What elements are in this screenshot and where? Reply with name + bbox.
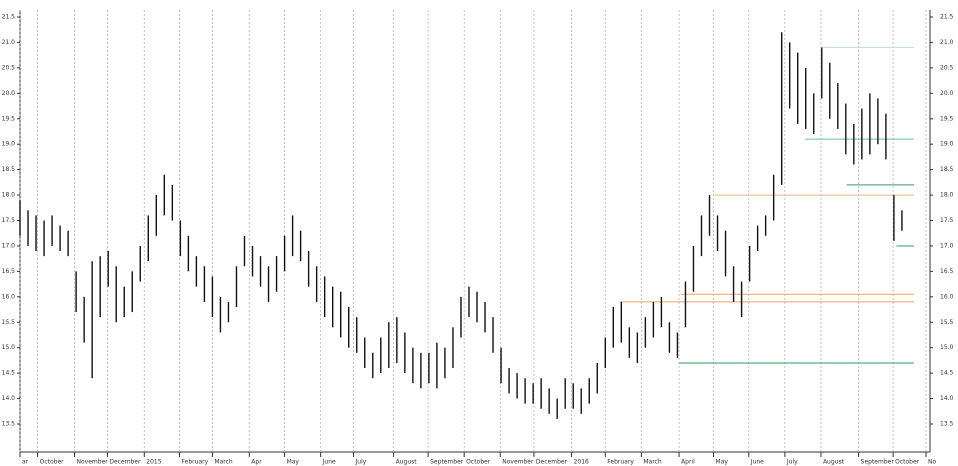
- x-tick-label: September: [430, 459, 464, 466]
- y-tick-label: 17.5: [940, 217, 954, 224]
- x-tick-label: February: [182, 459, 209, 466]
- y-tick-label: 17.5: [2, 217, 16, 224]
- y-tick-label: 21.0: [2, 39, 16, 46]
- y-tick-label: 15.5: [2, 319, 16, 326]
- x-tick-label: October: [895, 459, 920, 466]
- x-tick-label: July: [786, 459, 798, 466]
- y-tick-label: 20.5: [940, 64, 954, 71]
- y-tick-label: 20.5: [2, 64, 16, 71]
- x-tick-label: May: [287, 459, 300, 466]
- y-tick-label: 16.0: [2, 293, 16, 300]
- y-tick-label: 15.5: [940, 319, 954, 326]
- x-tick-label: Apr: [251, 459, 262, 466]
- x-tick-label: December: [536, 459, 568, 466]
- x-tick-label: September: [861, 459, 895, 466]
- y-tick-label: 20.0: [940, 90, 954, 97]
- x-tick-label: March: [214, 459, 232, 466]
- y-tick-label: 18.0: [2, 192, 16, 199]
- x-tick-label: 2015: [146, 459, 161, 466]
- x-tick-label: June: [750, 459, 764, 466]
- y-tick-label: 18.0: [940, 192, 954, 199]
- y-tick-label: 14.0: [940, 395, 954, 402]
- y-tick-label: 19.0: [2, 141, 16, 148]
- y-tick-label: 19.5: [940, 115, 954, 122]
- x-tick-label: May: [716, 459, 729, 466]
- y-tick-label: 14.5: [2, 370, 16, 377]
- x-tick-label: No: [928, 459, 936, 466]
- y-tick-label: 15.0: [940, 344, 954, 351]
- x-tick-label: August: [396, 459, 418, 466]
- x-tick-label: October: [466, 459, 491, 466]
- x-tick-label: 2016: [574, 459, 589, 466]
- x-tick-label: February: [607, 459, 634, 466]
- y-tick-label: 14.5: [940, 370, 954, 377]
- y-tick-label: 14.0: [2, 395, 16, 402]
- y-tick-label: 15.0: [2, 344, 16, 351]
- x-tick-label: October: [40, 459, 65, 466]
- x-tick-label: April: [681, 459, 695, 466]
- y-tick-label: 20.0: [2, 90, 16, 97]
- y-tick-label: 13.5: [2, 421, 16, 428]
- y-tick-label: 13.5: [940, 421, 954, 428]
- x-tick-label: July: [355, 459, 367, 466]
- x-tick-label: June: [322, 459, 336, 466]
- x-tick-label: March: [643, 459, 661, 466]
- y-tick-label: 21.5: [2, 14, 16, 21]
- y-tick-label: 21.0: [940, 39, 954, 46]
- y-tick-label: 16.0: [940, 293, 954, 300]
- y-tick-label: 21.5: [940, 14, 954, 21]
- y-tick-label: 19.5: [2, 115, 16, 122]
- y-tick-label: 18.5: [940, 166, 954, 173]
- y-tick-label: 16.5: [2, 268, 16, 275]
- x-tick-label: August: [823, 459, 845, 466]
- y-tick-label: 17.0: [2, 242, 16, 249]
- x-tick-label: November: [502, 459, 534, 466]
- x-tick-label: November: [77, 459, 109, 466]
- x-tick-label: ar: [22, 459, 29, 466]
- x-tick-label: December: [109, 459, 141, 466]
- y-tick-label: 16.5: [940, 268, 954, 275]
- y-tick-label: 18.5: [2, 166, 16, 173]
- y-tick-label: 19.0: [940, 141, 954, 148]
- y-tick-label: 17.0: [940, 242, 954, 249]
